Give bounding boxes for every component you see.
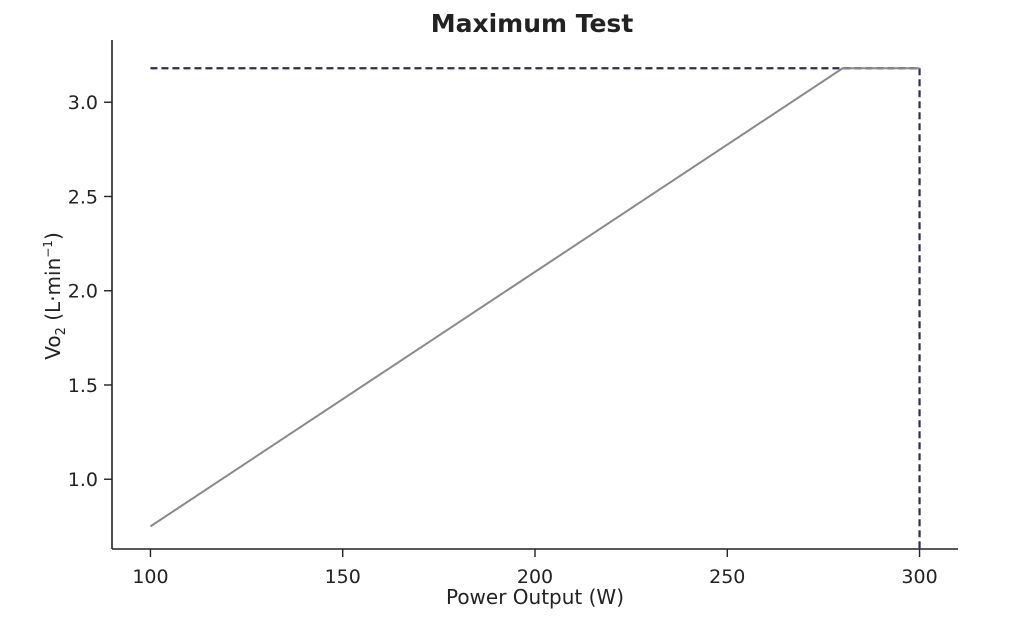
x-axis-ticks: 100 150 200 250 300 [132,549,938,588]
y-tick-label: 3.0 [68,92,98,114]
y-tick-label: 1.5 [68,375,98,397]
y-axis-label: Vo2 (L·min−1) [41,232,69,360]
x-tick-label: 150 [325,566,361,588]
reference-lines [150,67,921,549]
y-axis-label-unit: (L·min [41,258,65,327]
series-line [149,67,920,528]
x-tick-label: 300 [901,566,937,588]
y-axis-label-subscript: 2 [54,327,69,335]
chart-title: Maximum Test [431,9,634,38]
series-group [149,67,920,528]
y-axis-label-main: Vo [41,335,65,359]
y-axis-label-superscript: −1 [41,240,55,258]
x-tick-label: 250 [709,566,745,588]
x-tick-label: 200 [517,566,553,588]
y-tick-label: 2.0 [68,281,98,303]
y-axis-label-close: ) [41,232,65,240]
y-tick-label: 2.5 [68,186,98,208]
y-axis-ticks: 1.0 1.5 2.0 2.5 3.0 [68,92,112,491]
x-tick-label: 100 [132,566,168,588]
y-tick-label: 1.0 [68,469,98,491]
x-axis-label: Power Output (W) [446,585,624,609]
